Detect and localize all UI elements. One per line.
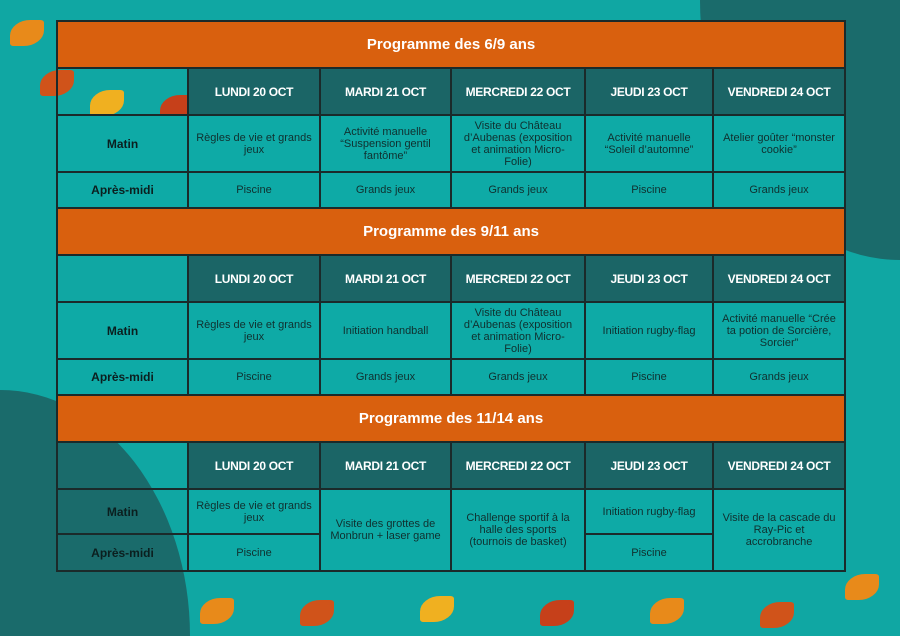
row-label-morning: Matin [56,488,189,535]
row-label-morning: Matin [56,301,189,360]
activity-cell: Piscine [584,171,714,209]
corner-cell [56,254,189,303]
leaf-decoration [300,600,334,626]
leaf-decoration [845,574,879,600]
day-header: MARDI 21 OCT [319,441,452,490]
day-header: VENDREDI 24 OCT [711,441,847,490]
activity-cell: Grands jeux [450,171,586,209]
activity-cell: Piscine [187,358,321,396]
activity-cell: Grands jeux [319,171,452,209]
row-label-afternoon: Après-midi [56,533,189,572]
activity-cell: Activité manuelle “Suspension gentil fan… [319,114,452,173]
activity-cell: Initiation handball [319,301,452,360]
day-header: LUNDI 20 OCT [187,254,321,303]
day-header: MERCREDI 22 OCT [450,67,586,116]
activity-cell: Piscine [584,358,714,396]
corner-cell [56,67,189,116]
activity-cell: Grands jeux [319,358,452,396]
activity-cell: Piscine [187,171,321,209]
leaf-decoration [760,602,794,628]
activity-cell: Règles de vie et grands jeux [187,488,321,535]
leaf-decoration [650,598,684,624]
day-header: MARDI 21 OCT [319,254,452,303]
day-header: MARDI 21 OCT [319,67,452,116]
activity-cell: Visite du Château d’Aubenas (exposition … [450,114,586,173]
day-header: LUNDI 20 OCT [187,67,321,116]
leaf-decoration [10,20,44,46]
leaf-decoration [420,596,454,622]
activity-cell: Activité manuelle “Crée ta potion de Sor… [711,301,847,360]
day-header: JEUDI 23 OCT [584,254,714,303]
activity-cell: Piscine [584,533,714,572]
activity-cell: Visite du Château d’Aubenas (exposition … [450,301,586,360]
day-header: JEUDI 23 OCT [584,67,714,116]
activity-cell: Visite des grottes de Monbrun + laser ga… [319,488,452,572]
leaf-decoration [540,600,574,626]
day-header: JEUDI 23 OCT [584,441,714,490]
activity-cell: Piscine [187,533,321,572]
activity-cell: Challenge sportif à la halle des sports … [450,488,586,572]
day-header: MERCREDI 22 OCT [450,254,586,303]
row-label-afternoon: Après-midi [56,358,189,396]
activity-cell: Grands jeux [450,358,586,396]
program-title: Programme des 6/9 ans [55,20,847,69]
day-header: LUNDI 20 OCT [187,441,321,490]
activity-cell: Grands jeux [711,358,847,396]
day-header: VENDREDI 24 OCT [711,67,847,116]
activity-cell: Visite de la cascade du Ray-Pic et accro… [711,488,847,572]
activity-cell: Règles de vie et grands jeux [187,114,321,173]
schedule-table: Programme des 6/9 ans LUNDI 20 OCT MARDI… [55,20,847,572]
row-label-afternoon: Après-midi [56,171,189,209]
activity-cell: Initiation rugby-flag [584,301,714,360]
row-label-morning: Matin [56,114,189,173]
activity-cell: Activité manuelle “Soleil d’automne” [584,114,714,173]
corner-cell [56,441,189,490]
day-header: MERCREDI 22 OCT [450,441,586,490]
leaf-decoration [200,598,234,624]
activity-cell: Initiation rugby-flag [584,488,714,535]
program-title: Programme des 11/14 ans [55,394,847,443]
activity-cell: Atelier goûter “monster cookie” [711,114,847,173]
program-title: Programme des 9/11 ans [55,207,847,256]
activity-cell: Règles de vie et grands jeux [187,301,321,360]
day-header: VENDREDI 24 OCT [711,254,847,303]
activity-cell: Grands jeux [711,171,847,209]
